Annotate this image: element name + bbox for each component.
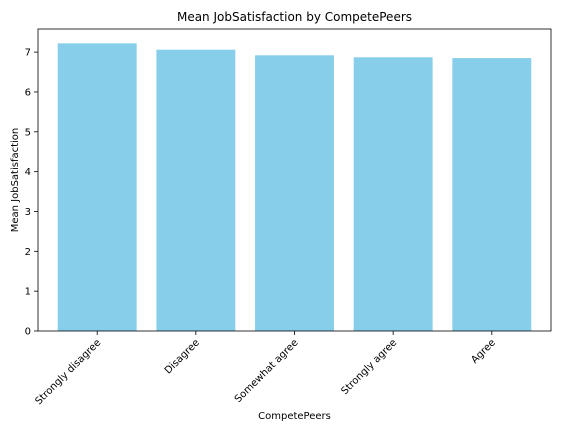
bar-1 (156, 49, 236, 331)
x-tick-label: Strongly agree (340, 337, 400, 397)
bar-3 (353, 57, 433, 331)
y-tick-label: 3 (25, 207, 31, 218)
plot-frame (37, 28, 552, 332)
y-tick-label: 1 (25, 287, 31, 298)
y-tick-label: 0 (25, 327, 31, 338)
x-axis: Strongly disagree Disagree Somewhat agree S… (33, 331, 498, 407)
bars-layer (57, 43, 532, 332)
x-tick-label: Somewhat agree (233, 337, 301, 405)
y-tick-label: 2 (25, 247, 31, 258)
y-tick-label: 5 (25, 127, 31, 138)
y-tick-label: 4 (25, 167, 31, 178)
bar-0 (57, 43, 137, 331)
y-axis-label: Mean JobSatisfaction (10, 128, 21, 233)
bar-4 (452, 58, 532, 331)
y-tick-label: 7 (25, 48, 31, 59)
x-tick-label: Strongly disagree (33, 337, 103, 407)
x-tick-label: Agree (469, 337, 498, 366)
chart-title: Mean JobSatisfaction by CompetePeers (177, 10, 412, 24)
y-axis: 0 1 2 3 4 5 6 7 (25, 48, 38, 338)
x-axis-label: CompetePeers (258, 411, 331, 422)
y-tick-label: 6 (25, 87, 31, 98)
x-tick-label: Disagree (163, 337, 202, 376)
bar-2 (255, 55, 334, 332)
